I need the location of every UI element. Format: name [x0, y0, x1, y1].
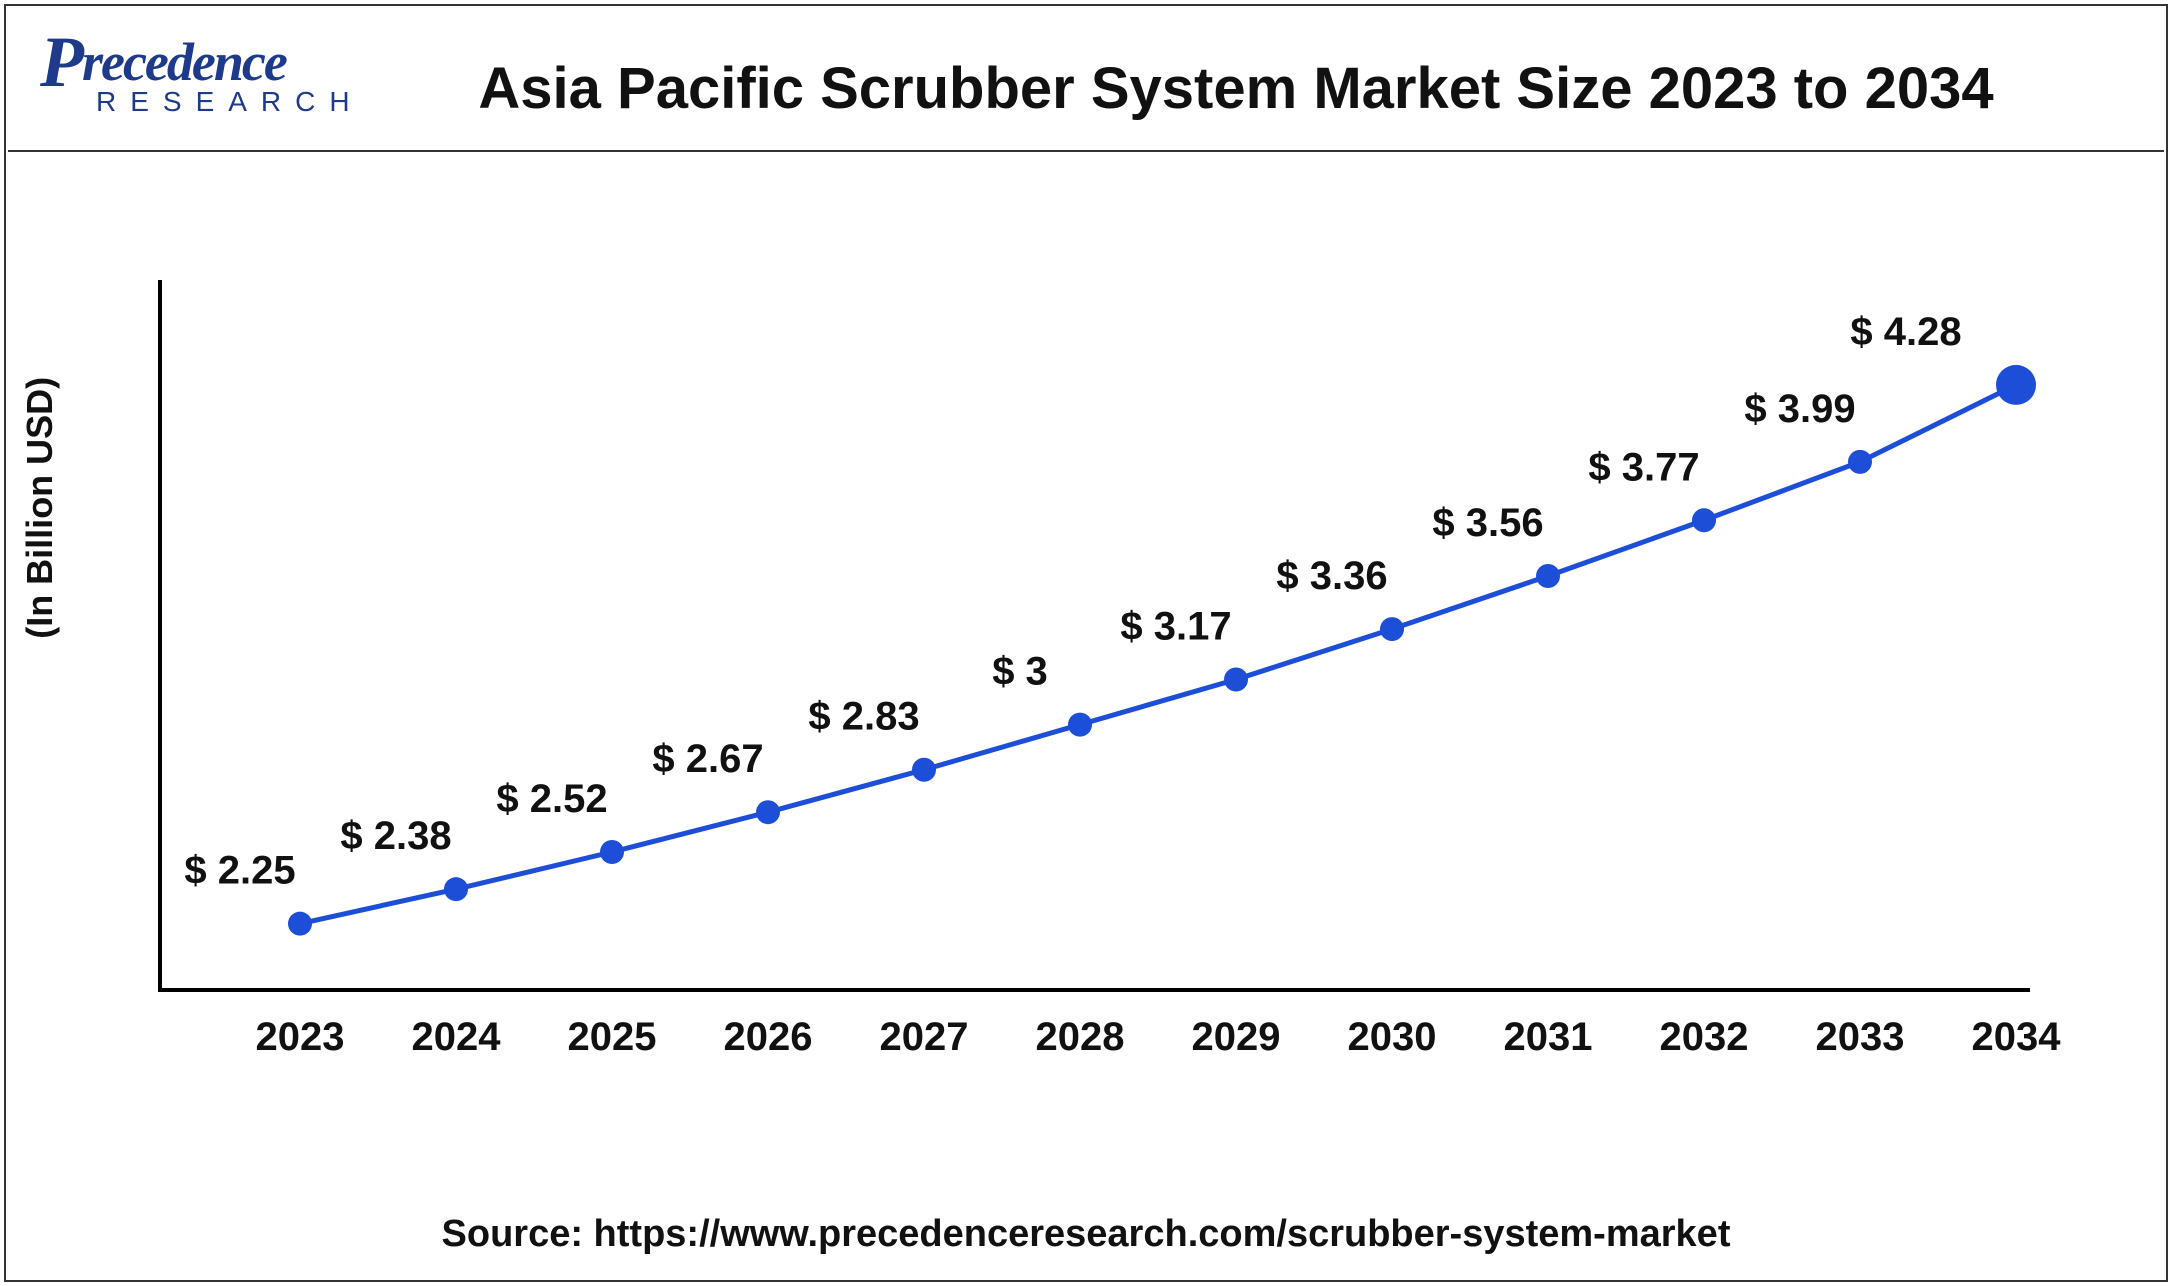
x-tick-label: 2027: [880, 1015, 969, 1059]
data-point: [1536, 564, 1560, 588]
data-point: [1848, 450, 1872, 474]
data-point: [288, 912, 312, 936]
y-axis-label: (In Billion USD): [19, 377, 61, 639]
value-label: $ 2.83: [808, 695, 919, 739]
chart-title: Asia Pacific Scrubber System Market Size…: [0, 55, 2172, 122]
x-tick-label: 2026: [724, 1015, 813, 1059]
x-tick-label: 2024: [412, 1015, 502, 1059]
source-caption: Source: https://www.precedenceresearch.c…: [0, 1213, 2172, 1256]
value-label: $ 3.36: [1276, 554, 1387, 598]
data-point: [1692, 508, 1716, 532]
data-point: [1996, 365, 2036, 405]
value-label: $ 3.17: [1120, 605, 1231, 649]
x-tick-label: 2029: [1192, 1015, 1281, 1059]
data-point: [1380, 617, 1404, 641]
value-label: $ 3: [992, 650, 1048, 694]
plot-area: $ 2.25 2023 $ 2.38 2024 $ 2.52 2025 $ 2.67 2026…: [160, 260, 2060, 1090]
value-label: $ 2.25: [184, 849, 295, 893]
x-tick-label: 2025: [568, 1015, 657, 1059]
value-label: $ 2.38: [340, 814, 451, 858]
x-tick-label: 2034: [1972, 1015, 2062, 1059]
x-tick-label: 2028: [1036, 1015, 1125, 1059]
value-label: $ 2.52: [496, 777, 607, 821]
x-tick-label: 2032: [1660, 1015, 1749, 1059]
data-point: [600, 840, 624, 864]
value-label: $ 3.77: [1588, 445, 1699, 489]
value-label: $ 3.99: [1744, 387, 1855, 431]
plot-svg: $ 2.25 2023 $ 2.38 2024 $ 2.52 2025 $ 2.67 2026…: [160, 260, 2060, 1090]
x-tick-label: 2033: [1816, 1015, 1905, 1059]
title-rule: [8, 150, 2164, 152]
data-point: [1224, 668, 1248, 692]
chart-card: Precedence RESEARCH Asia Pacific Scrubbe…: [0, 0, 2172, 1286]
data-point: [756, 800, 780, 824]
value-label: $ 4.28: [1850, 310, 1961, 354]
data-point: [444, 877, 468, 901]
x-tick-label: 2031: [1504, 1015, 1593, 1059]
data-point: [912, 758, 936, 782]
x-tick-label: 2030: [1348, 1015, 1437, 1059]
value-label: $ 2.67: [652, 737, 763, 781]
value-label: $ 3.56: [1432, 501, 1543, 545]
data-point: [1068, 713, 1092, 737]
x-tick-label: 2023: [256, 1015, 345, 1059]
